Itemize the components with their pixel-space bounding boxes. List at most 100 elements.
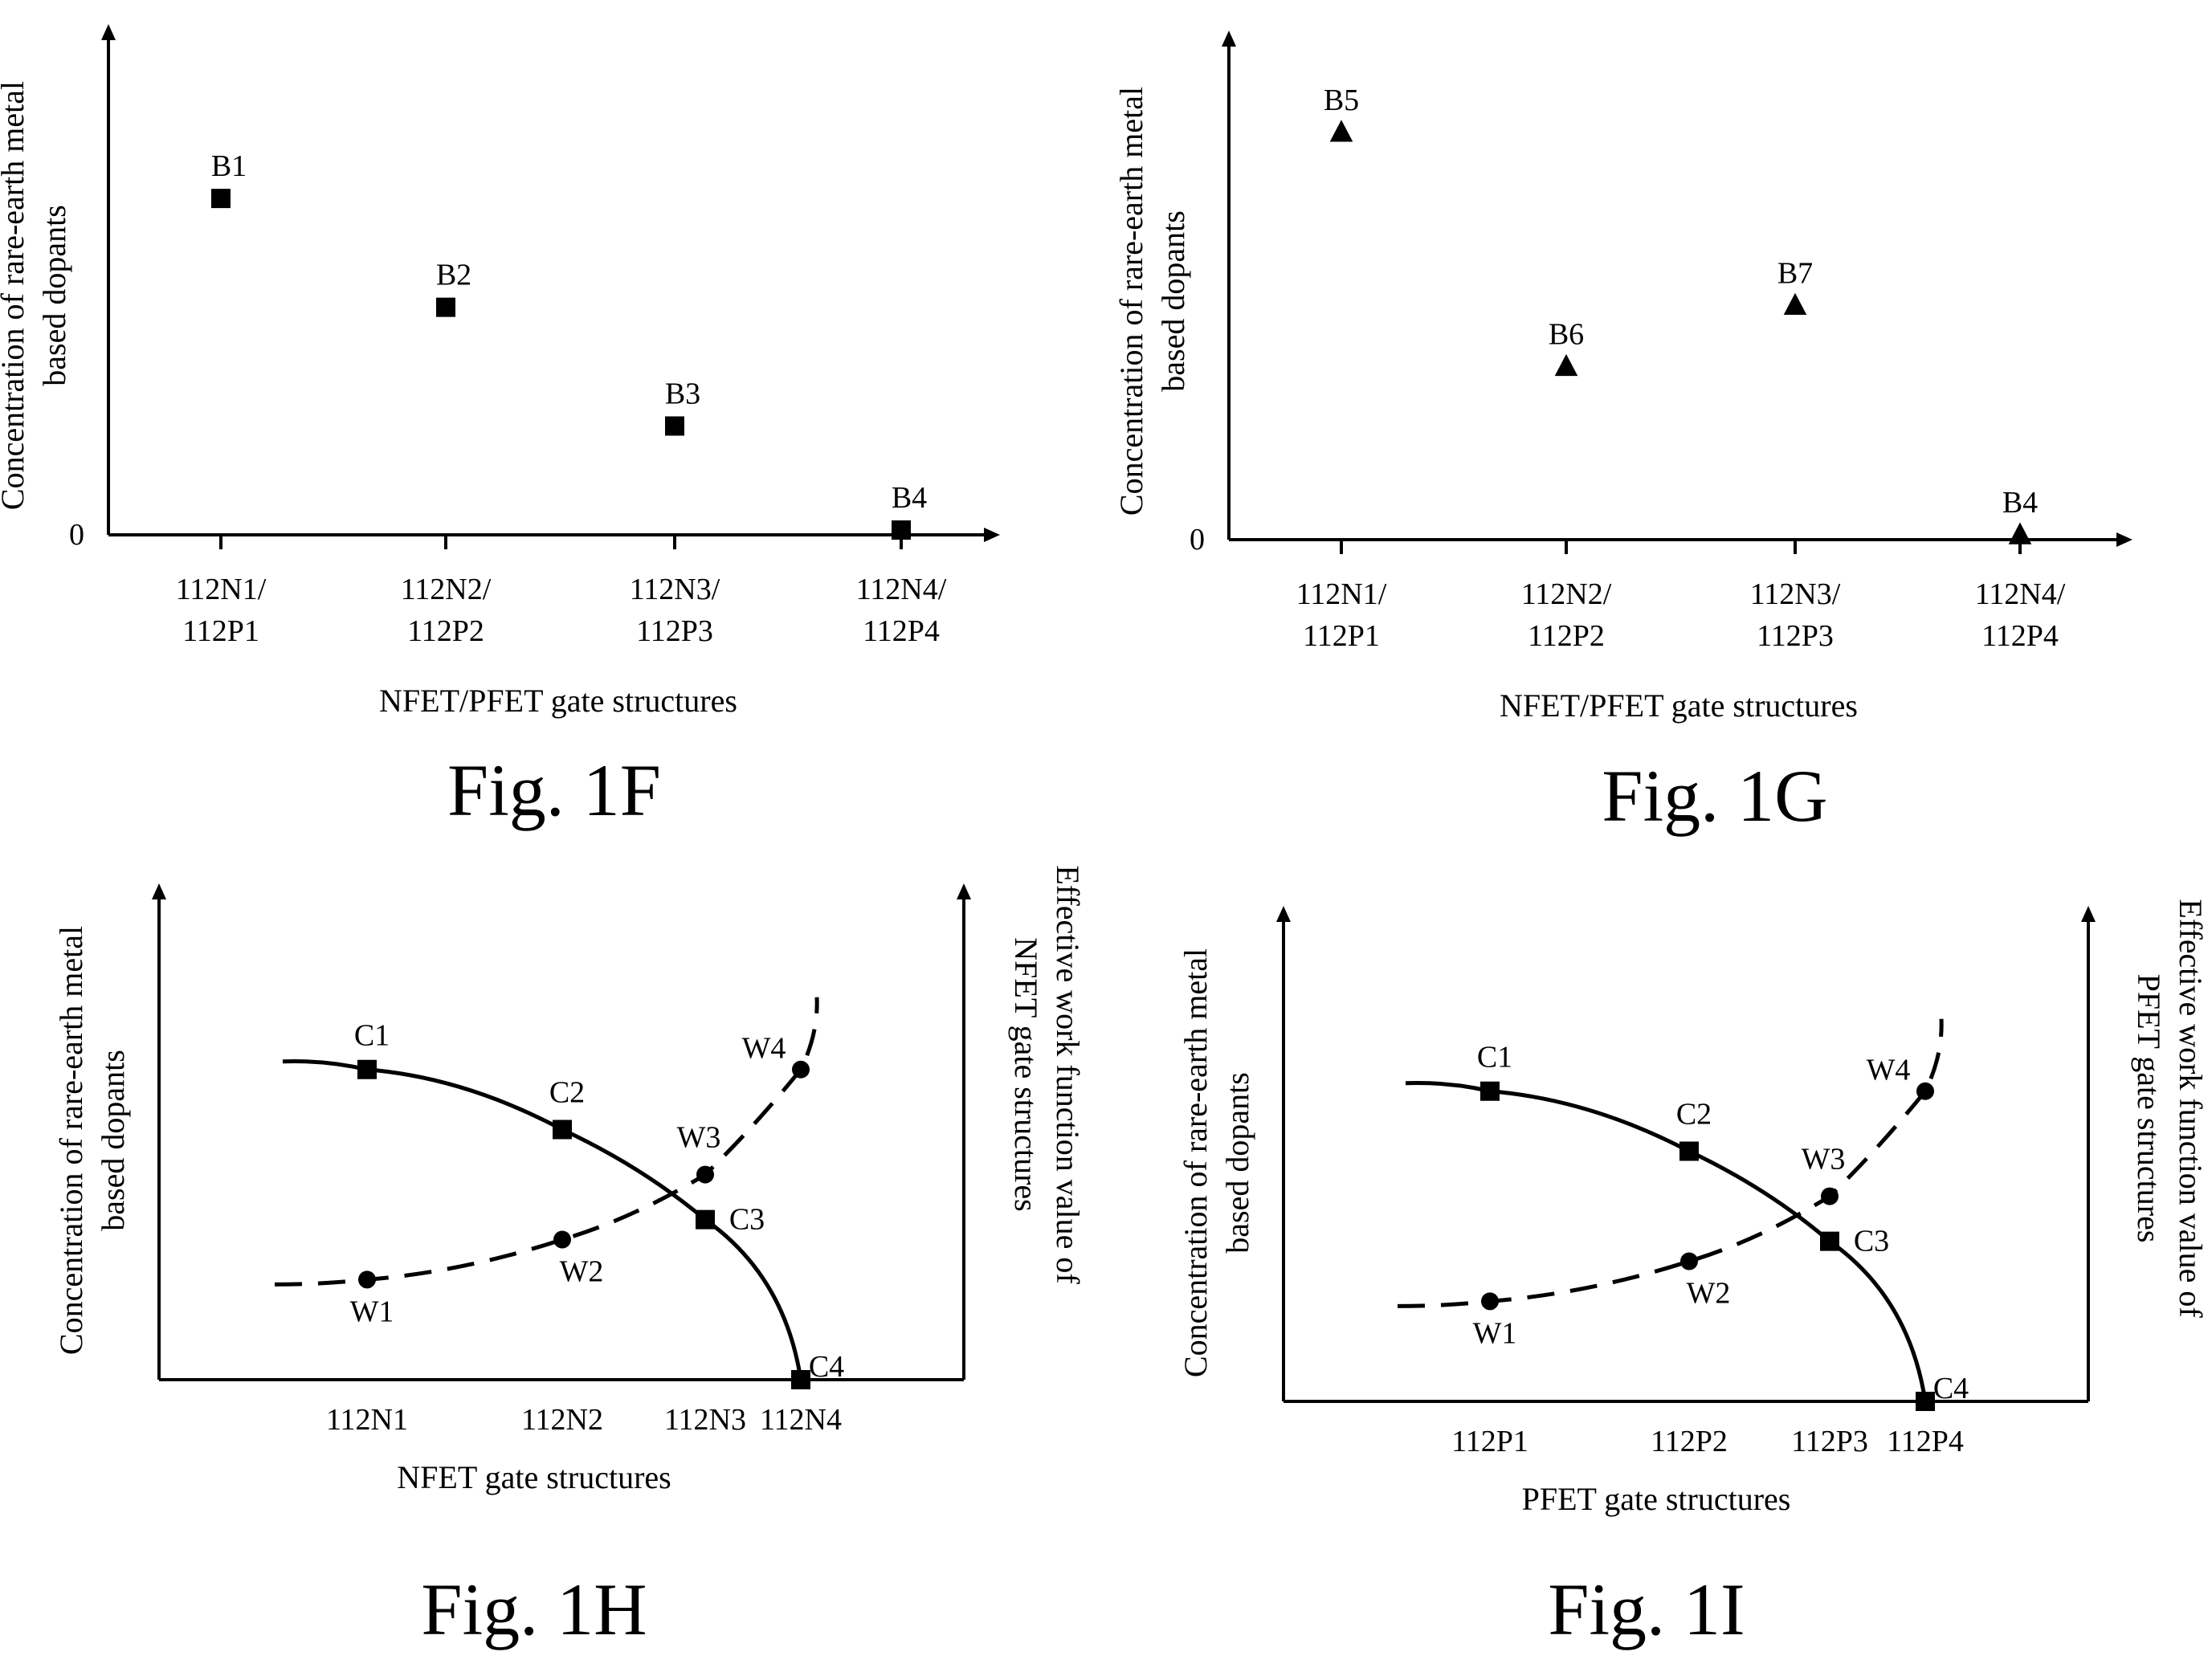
point-label: W1 bbox=[1473, 1316, 1517, 1350]
y-origin-label: 0 bbox=[69, 518, 84, 552]
x-tick-label: 112P1 bbox=[182, 614, 259, 648]
marker-c2 bbox=[1679, 1141, 1699, 1161]
x-tick-label: 112N1 bbox=[326, 1403, 408, 1437]
marker-w4 bbox=[1916, 1082, 1934, 1100]
point-label: B4 bbox=[2002, 486, 2038, 520]
data-point-b3 bbox=[665, 416, 684, 436]
marker-c3 bbox=[696, 1209, 715, 1230]
x-tick-label: 112P3 bbox=[636, 614, 713, 648]
point-label: B2 bbox=[436, 259, 471, 292]
data-point-b4 bbox=[892, 520, 911, 540]
point-label: C1 bbox=[1477, 1041, 1512, 1075]
x-tick-label: 112P4 bbox=[1887, 1425, 1964, 1458]
x-tick-label: 112N3/ bbox=[630, 573, 720, 606]
point-label: W4 bbox=[742, 1032, 786, 1066]
y2-axis-label: Effective work function value ofPFET gat… bbox=[2131, 899, 2209, 1318]
y-axis-label-line: Concentration of rare-earth metal bbox=[1177, 948, 1214, 1377]
marker-c2 bbox=[553, 1119, 572, 1140]
point-label: C4 bbox=[1933, 1372, 1969, 1405]
x-tick-label: 112P4 bbox=[1981, 619, 2059, 653]
data-point-b2 bbox=[436, 297, 455, 317]
marker-c4 bbox=[1916, 1392, 1935, 1411]
x-tick-label: 112P3 bbox=[1791, 1425, 1868, 1458]
y-axis-left-arrow bbox=[152, 883, 166, 899]
x-tick-label: 112N2/ bbox=[1521, 577, 1612, 611]
y-axis-right-arrow bbox=[2081, 906, 2096, 922]
y2-axis-label-line: PFET gate structures bbox=[2131, 974, 2167, 1243]
marker-w1 bbox=[358, 1270, 376, 1289]
data-point-b5 bbox=[1329, 120, 1353, 142]
data-point-b6 bbox=[1554, 353, 1578, 377]
x-tick-label: 112P2 bbox=[1651, 1425, 1728, 1458]
y-axis-arrow bbox=[101, 24, 116, 40]
figure-1i: Concentration of rare-earth metal based d… bbox=[1177, 899, 2209, 1650]
x-tick-label: 112N3/ bbox=[1750, 577, 1841, 611]
point-label: W3 bbox=[677, 1121, 721, 1155]
y2-axis-label-line: Effective work function value of bbox=[2173, 899, 2209, 1318]
x-tick-label: 112P2 bbox=[1528, 619, 1605, 653]
y2-axis-label: Effective work function value ofNFET gat… bbox=[1008, 865, 1086, 1284]
data-point-b4 bbox=[2008, 522, 2032, 544]
figure-caption: Fig. 1I bbox=[1548, 1568, 1745, 1650]
x-tick-label: 112P2 bbox=[407, 614, 484, 648]
data-point-b1 bbox=[211, 189, 231, 209]
marker-w1 bbox=[1481, 1292, 1499, 1311]
y-axis-right-arrow bbox=[957, 883, 971, 899]
x-tick-label: 112N1/ bbox=[176, 573, 267, 606]
x-tick-label: 112N2 bbox=[521, 1403, 603, 1437]
y-axis-label-line: Concentration of rare-earth metal bbox=[1113, 87, 1149, 516]
x-tick-label: 112P4 bbox=[863, 614, 940, 648]
point-label: W2 bbox=[560, 1255, 604, 1289]
figure-caption: Fig. 1F bbox=[447, 749, 661, 831]
x-axis-label: NFET gate structures bbox=[397, 1459, 671, 1495]
x-axis-label: NFET/PFET gate structures bbox=[379, 683, 737, 719]
figure-1h: Concentration of rare-earth metal based d… bbox=[53, 865, 1086, 1650]
point-label: W3 bbox=[1802, 1143, 1846, 1177]
x-axis-label: PFET gate structures bbox=[1522, 1481, 1791, 1517]
x-tick-label: 112N4 bbox=[760, 1403, 842, 1437]
y-axis-left-arrow bbox=[1276, 906, 1291, 922]
x-tick-label: 112P1 bbox=[1303, 619, 1380, 653]
point-label: C2 bbox=[549, 1076, 585, 1110]
y2-axis-label-line: Effective work function value of bbox=[1050, 865, 1086, 1284]
marker-w2 bbox=[1680, 1252, 1698, 1270]
y-axis-label-line: based dopants bbox=[1155, 210, 1191, 392]
y-axis-label-line: Concentration of rare-earth metal bbox=[0, 81, 31, 510]
point-label: C3 bbox=[729, 1203, 765, 1237]
x-tick-label: 112N3 bbox=[664, 1403, 746, 1437]
marker-w2 bbox=[553, 1230, 571, 1249]
point-label: W4 bbox=[1867, 1054, 1911, 1087]
x-tick-label: 112P3 bbox=[1757, 619, 1834, 653]
figure-caption: Fig. 1G bbox=[1602, 755, 1827, 837]
data-point-b7 bbox=[1783, 292, 1807, 316]
point-label: B7 bbox=[1777, 256, 1813, 290]
point-label: C3 bbox=[1854, 1225, 1889, 1258]
x-tick-label: 112P1 bbox=[1451, 1425, 1528, 1458]
y-axis-label: Concentration of rare-earth metalbased d… bbox=[0, 81, 72, 510]
marker-w3 bbox=[1821, 1187, 1839, 1205]
marker-c1 bbox=[1480, 1081, 1500, 1101]
y2-axis-label-line: NFET gate structures bbox=[1008, 937, 1044, 1211]
marker-c1 bbox=[357, 1059, 377, 1079]
x-axis-arrow bbox=[984, 528, 1000, 542]
point-label: B1 bbox=[211, 149, 247, 183]
y-origin-label: 0 bbox=[1190, 523, 1205, 557]
series-concentration-line bbox=[1405, 1080, 1928, 1402]
series-concentration-line bbox=[282, 1058, 803, 1380]
x-tick-label: 112N2/ bbox=[401, 573, 492, 606]
x-tick-label: 112N4/ bbox=[1975, 577, 2066, 611]
point-label: C1 bbox=[354, 1019, 390, 1053]
figure-1f: 0 Concentration of rare-earth metalbased … bbox=[0, 24, 1000, 831]
x-axis-label: NFET/PFET gate structures bbox=[1500, 687, 1858, 724]
marker-w4 bbox=[792, 1060, 810, 1079]
y-axis-arrow bbox=[1222, 31, 1236, 47]
marker-c4 bbox=[791, 1370, 810, 1389]
point-label: W2 bbox=[1687, 1277, 1731, 1311]
figure-caption: Fig. 1H bbox=[421, 1568, 647, 1650]
x-axis-arrow bbox=[2116, 532, 2132, 547]
figure-1g: 0 Concentration of rare-earth metal based … bbox=[1113, 31, 2132, 837]
